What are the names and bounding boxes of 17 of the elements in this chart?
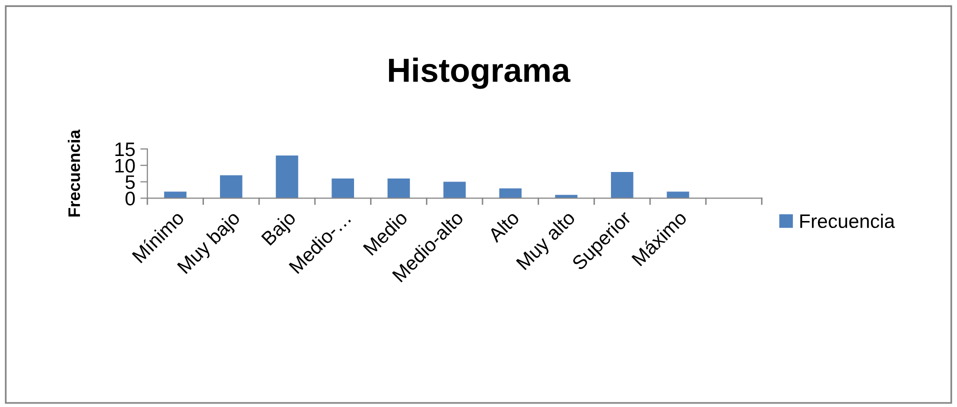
chart-title: Histograma — [389, 58, 570, 89]
bar — [332, 178, 354, 198]
bar — [610, 172, 634, 198]
bar — [220, 175, 242, 198]
legend-label: Frecuencia — [800, 214, 895, 228]
y-tick-label: 5 — [126, 175, 135, 190]
bar — [164, 192, 186, 198]
y-tick-label: 15 — [115, 142, 135, 156]
bar — [443, 182, 466, 198]
bar — [388, 178, 410, 198]
bar — [276, 156, 298, 198]
x-tick-label: Alto — [486, 210, 520, 244]
bar — [499, 188, 522, 198]
y-tick-label: 10 — [115, 158, 135, 173]
bar — [666, 192, 690, 198]
y-tick-label: 0 — [126, 192, 135, 206]
y-axis-title: Frecuencia — [68, 129, 80, 216]
